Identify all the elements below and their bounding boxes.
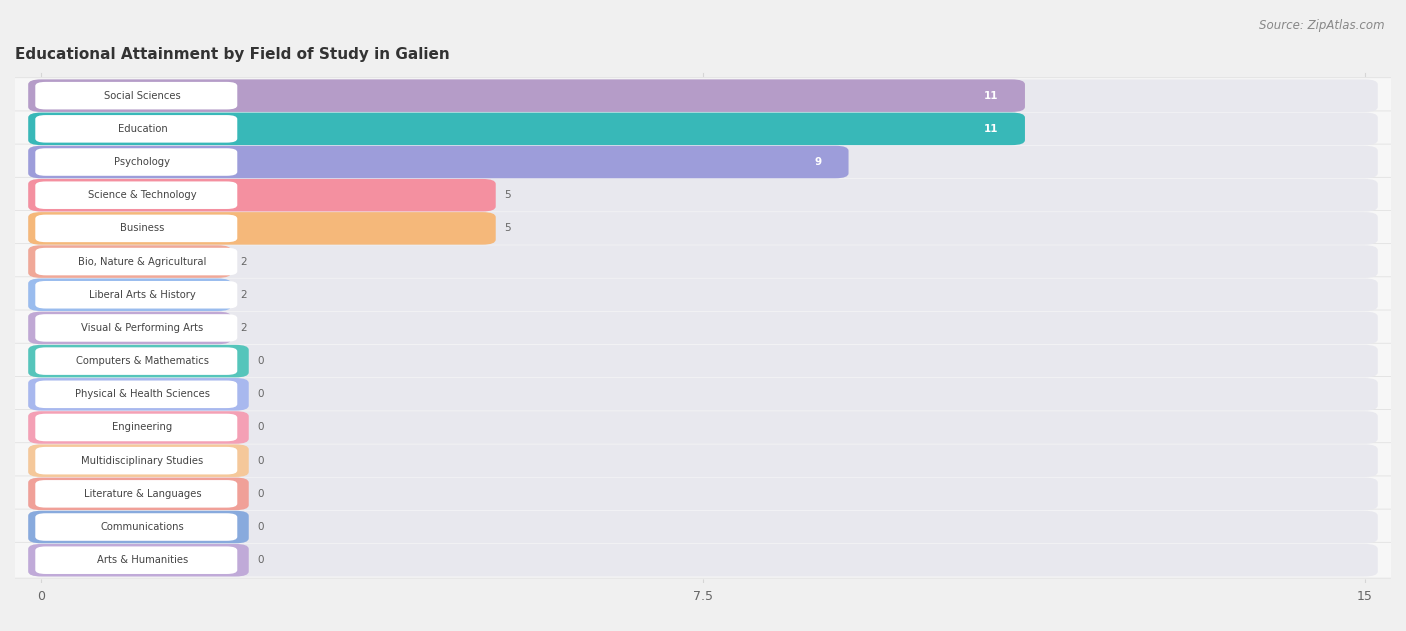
Text: 2: 2	[240, 323, 246, 333]
Text: 9: 9	[815, 157, 823, 167]
FancyBboxPatch shape	[28, 146, 849, 179]
FancyBboxPatch shape	[35, 215, 238, 242]
Text: 0: 0	[257, 423, 264, 432]
FancyBboxPatch shape	[35, 314, 238, 342]
FancyBboxPatch shape	[8, 211, 1398, 246]
FancyBboxPatch shape	[28, 478, 249, 510]
Text: 2: 2	[240, 290, 246, 300]
FancyBboxPatch shape	[28, 544, 1378, 577]
FancyBboxPatch shape	[8, 410, 1398, 445]
FancyBboxPatch shape	[35, 115, 238, 143]
FancyBboxPatch shape	[8, 376, 1398, 412]
Text: 5: 5	[505, 223, 512, 233]
FancyBboxPatch shape	[35, 248, 238, 275]
FancyBboxPatch shape	[28, 146, 1378, 179]
FancyBboxPatch shape	[35, 546, 238, 574]
Text: Source: ZipAtlas.com: Source: ZipAtlas.com	[1260, 19, 1385, 32]
FancyBboxPatch shape	[28, 112, 1025, 145]
Text: Multidisciplinary Studies: Multidisciplinary Studies	[82, 456, 204, 466]
FancyBboxPatch shape	[28, 245, 1378, 278]
FancyBboxPatch shape	[35, 447, 238, 475]
Text: Bio, Nature & Agricultural: Bio, Nature & Agricultural	[79, 257, 207, 266]
Text: Psychology: Psychology	[114, 157, 170, 167]
FancyBboxPatch shape	[35, 182, 238, 209]
Text: Literature & Languages: Literature & Languages	[83, 489, 201, 499]
Text: 11: 11	[984, 124, 998, 134]
FancyBboxPatch shape	[28, 80, 1025, 112]
FancyBboxPatch shape	[28, 245, 231, 278]
FancyBboxPatch shape	[28, 378, 1378, 411]
Text: Business: Business	[121, 223, 165, 233]
Text: Social Sciences: Social Sciences	[104, 91, 181, 101]
FancyBboxPatch shape	[28, 312, 1378, 344]
FancyBboxPatch shape	[8, 78, 1398, 114]
Text: Computers & Mathematics: Computers & Mathematics	[76, 356, 209, 366]
FancyBboxPatch shape	[35, 380, 238, 408]
Text: Visual & Performing Arts: Visual & Performing Arts	[82, 323, 204, 333]
FancyBboxPatch shape	[28, 312, 231, 344]
FancyBboxPatch shape	[28, 278, 231, 311]
Text: Physical & Health Sciences: Physical & Health Sciences	[75, 389, 209, 399]
FancyBboxPatch shape	[35, 82, 238, 109]
Text: Arts & Humanities: Arts & Humanities	[97, 555, 188, 565]
Text: Communications: Communications	[101, 522, 184, 532]
Text: Education: Education	[118, 124, 167, 134]
Text: 0: 0	[257, 555, 264, 565]
FancyBboxPatch shape	[28, 112, 1378, 145]
FancyBboxPatch shape	[8, 542, 1398, 578]
FancyBboxPatch shape	[28, 510, 249, 543]
FancyBboxPatch shape	[35, 281, 238, 309]
FancyBboxPatch shape	[35, 148, 238, 176]
FancyBboxPatch shape	[8, 177, 1398, 213]
FancyBboxPatch shape	[35, 347, 238, 375]
FancyBboxPatch shape	[8, 476, 1398, 512]
FancyBboxPatch shape	[35, 480, 238, 507]
FancyBboxPatch shape	[28, 411, 1378, 444]
Text: 0: 0	[257, 356, 264, 366]
FancyBboxPatch shape	[28, 80, 1378, 112]
Text: 0: 0	[257, 389, 264, 399]
FancyBboxPatch shape	[28, 510, 1378, 543]
FancyBboxPatch shape	[8, 111, 1398, 147]
FancyBboxPatch shape	[28, 179, 496, 211]
FancyBboxPatch shape	[28, 278, 1378, 311]
FancyBboxPatch shape	[8, 343, 1398, 379]
FancyBboxPatch shape	[8, 310, 1398, 346]
FancyBboxPatch shape	[28, 544, 249, 577]
Text: 2: 2	[240, 257, 246, 266]
Text: Engineering: Engineering	[112, 423, 173, 432]
FancyBboxPatch shape	[28, 179, 1378, 211]
Text: 11: 11	[984, 91, 998, 101]
Text: 5: 5	[505, 190, 512, 200]
FancyBboxPatch shape	[8, 244, 1398, 280]
FancyBboxPatch shape	[8, 443, 1398, 478]
Text: Educational Attainment by Field of Study in Galien: Educational Attainment by Field of Study…	[15, 47, 450, 62]
FancyBboxPatch shape	[8, 144, 1398, 180]
Text: Liberal Arts & History: Liberal Arts & History	[89, 290, 195, 300]
Text: Science & Technology: Science & Technology	[89, 190, 197, 200]
FancyBboxPatch shape	[28, 444, 1378, 477]
FancyBboxPatch shape	[28, 212, 1378, 245]
FancyBboxPatch shape	[35, 414, 238, 441]
Text: 0: 0	[257, 456, 264, 466]
FancyBboxPatch shape	[28, 212, 496, 245]
Text: 0: 0	[257, 522, 264, 532]
FancyBboxPatch shape	[28, 411, 249, 444]
FancyBboxPatch shape	[8, 277, 1398, 313]
FancyBboxPatch shape	[28, 478, 1378, 510]
FancyBboxPatch shape	[8, 509, 1398, 545]
Text: 0: 0	[257, 489, 264, 499]
FancyBboxPatch shape	[28, 444, 249, 477]
FancyBboxPatch shape	[35, 513, 238, 541]
FancyBboxPatch shape	[28, 345, 249, 377]
FancyBboxPatch shape	[28, 378, 249, 411]
FancyBboxPatch shape	[28, 345, 1378, 377]
